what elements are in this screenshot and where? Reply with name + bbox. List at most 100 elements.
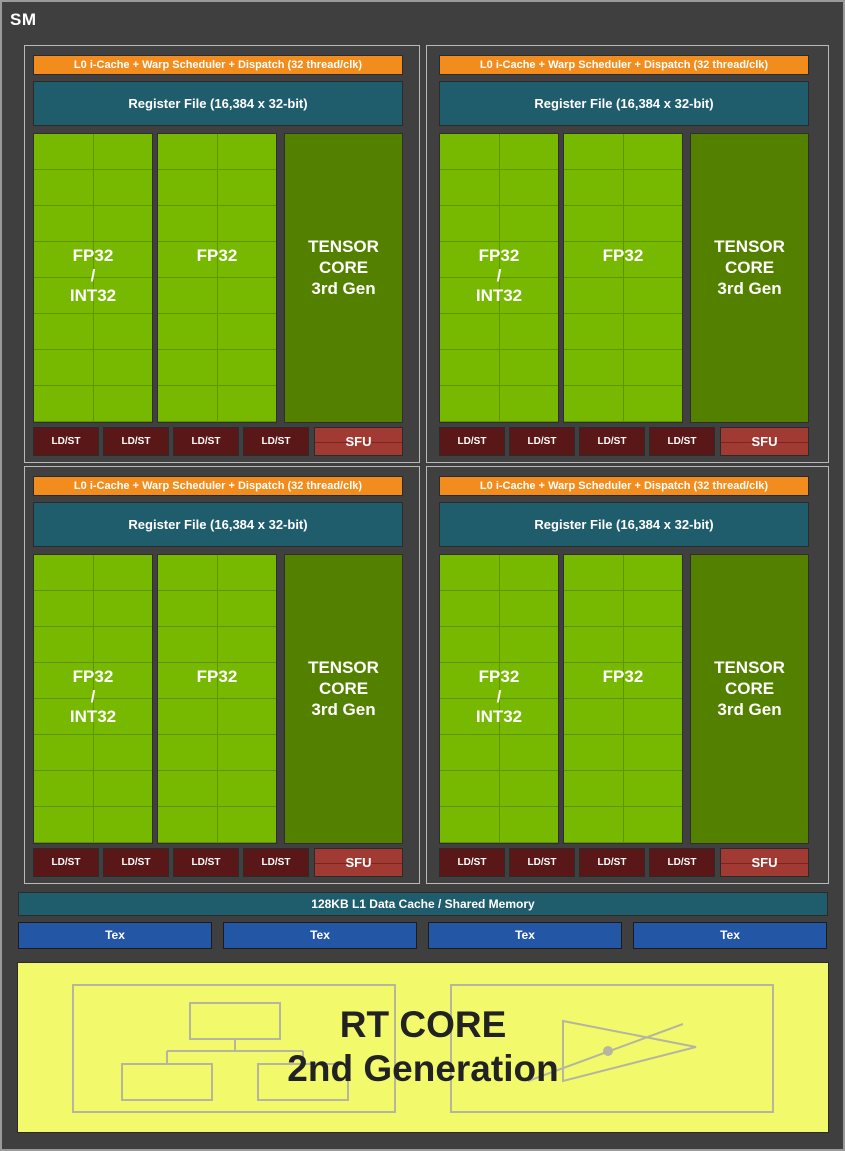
partition-1: L0 i-Cache + Warp Scheduler + Dispatch (…: [426, 45, 829, 463]
tensor-core: TENSOR CORE 3rd Gen: [690, 554, 809, 844]
sfu-unit: SFU: [720, 848, 809, 877]
fp32-int32-unit: FP32 / INT32: [439, 133, 559, 423]
fp32-int32-unit: FP32 / INT32: [33, 133, 153, 423]
fp32-int32-label-line2: /: [90, 687, 96, 706]
sfu-unit: SFU: [314, 427, 403, 456]
tensor-core-label: TENSOR CORE 3rd Gen: [691, 657, 808, 720]
register-file: Register File (16,384 x 32-bit): [33, 81, 403, 126]
tensor-label-line2: CORE: [724, 258, 775, 277]
tex-unit: Tex: [223, 922, 417, 949]
sfu-label: SFU: [345, 434, 372, 449]
fp32-int32-label: FP32 / INT32: [440, 246, 558, 306]
fp32-unit: FP32: [563, 133, 683, 423]
triangle-shape: [562, 1019, 697, 1083]
ldst-unit: LD/ST: [33, 427, 99, 456]
ldst-unit: LD/ST: [103, 848, 169, 877]
tensor-label-line3: 3rd Gen: [311, 700, 376, 719]
sfu-label: SFU: [345, 855, 372, 870]
l0-icache-warp-scheduler: L0 i-Cache + Warp Scheduler + Dispatch (…: [33, 476, 403, 496]
fp32-label: FP32: [196, 667, 238, 686]
fp32-int32-label-line1: FP32: [72, 667, 114, 686]
fp32-int32-label-line2: /: [496, 266, 502, 285]
sfu-unit: SFU: [314, 848, 403, 877]
fp32-int32-unit: FP32 / INT32: [33, 554, 153, 844]
tensor-label-line2: CORE: [724, 679, 775, 698]
register-file: Register File (16,384 x 32-bit): [33, 502, 403, 547]
sfu-unit: SFU: [720, 427, 809, 456]
fp32-int32-label-line2: /: [496, 687, 502, 706]
tensor-label-line1: TENSOR: [714, 658, 785, 677]
tensor-label-line1: TENSOR: [308, 237, 379, 256]
fp32-int32-label-line1: FP32: [478, 246, 520, 265]
fp32-int32-label-line3: INT32: [475, 707, 523, 726]
ray-triangle-panel: [450, 984, 774, 1113]
tensor-label-line1: TENSOR: [714, 237, 785, 256]
rt-core-label-line2: 2nd Generation: [287, 1048, 559, 1089]
register-file: Register File (16,384 x 32-bit): [439, 81, 809, 126]
rt-core-illustration: [72, 984, 774, 1113]
fp32-label: FP32: [602, 667, 644, 686]
tensor-core: TENSOR CORE 3rd Gen: [284, 133, 403, 423]
ldst-unit: LD/ST: [509, 427, 575, 456]
tex-unit: Tex: [18, 922, 212, 949]
sm-title: SM: [10, 10, 37, 29]
tensor-label-line3: 3rd Gen: [717, 700, 782, 719]
ldst-unit: LD/ST: [33, 848, 99, 877]
fp32-int32-label-line3: INT32: [69, 707, 117, 726]
rt-core-label: RT CORE 2nd Generation: [18, 1003, 828, 1091]
fp32-int32-label-line3: INT32: [475, 286, 523, 305]
fp32-unit: FP32: [563, 554, 683, 844]
tensor-core-label: TENSOR CORE 3rd Gen: [285, 657, 402, 720]
ldst-unit: LD/ST: [579, 848, 645, 877]
ldst-unit: LD/ST: [439, 427, 505, 456]
l1-data-cache-shared-memory: 128KB L1 Data Cache / Shared Memory: [18, 892, 828, 916]
fp32-int32-label: FP32 / INT32: [440, 667, 558, 727]
fp32-label: FP32: [602, 246, 644, 265]
ldst-unit: LD/ST: [439, 848, 505, 877]
tensor-label-line3: 3rd Gen: [717, 279, 782, 298]
tensor-core-label: TENSOR CORE 3rd Gen: [691, 236, 808, 299]
fp32-int32-label: FP32 / INT32: [34, 667, 152, 727]
fp32-int32-label-line2: /: [90, 266, 96, 285]
bvh-panel: [72, 984, 396, 1113]
l0-icache-warp-scheduler: L0 i-Cache + Warp Scheduler + Dispatch (…: [33, 55, 403, 75]
tensor-core-label: TENSOR CORE 3rd Gen: [285, 236, 402, 299]
tex-unit: Tex: [428, 922, 622, 949]
ldst-unit: LD/ST: [649, 427, 715, 456]
ldst-unit: LD/ST: [509, 848, 575, 877]
tensor-label-line2: CORE: [318, 679, 369, 698]
tensor-label-line1: TENSOR: [308, 658, 379, 677]
l0-icache-warp-scheduler: L0 i-Cache + Warp Scheduler + Dispatch (…: [439, 55, 809, 75]
partition-2: L0 i-Cache + Warp Scheduler + Dispatch (…: [24, 466, 420, 884]
ldst-unit: LD/ST: [649, 848, 715, 877]
tex-unit: Tex: [633, 922, 827, 949]
fp32-label: FP32: [196, 246, 238, 265]
fp32-int32-label-line3: INT32: [69, 286, 117, 305]
ldst-unit: LD/ST: [579, 427, 645, 456]
fp32-unit: FP32: [157, 133, 277, 423]
ldst-unit: LD/ST: [173, 848, 239, 877]
tensor-core: TENSOR CORE 3rd Gen: [284, 554, 403, 844]
fp32-int32-label-line1: FP32: [72, 246, 114, 265]
tensor-label-line2: CORE: [318, 258, 369, 277]
fp32-int32-label: FP32 / INT32: [34, 246, 152, 306]
rt-core: RT CORE 2nd Generation: [17, 962, 829, 1133]
partition-3: L0 i-Cache + Warp Scheduler + Dispatch (…: [426, 466, 829, 884]
ldst-unit: LD/ST: [173, 427, 239, 456]
rt-core-label-line1: RT CORE: [339, 1004, 507, 1045]
register-file: Register File (16,384 x 32-bit): [439, 502, 809, 547]
ldst-unit: LD/ST: [103, 427, 169, 456]
fp32-unit: FP32: [157, 554, 277, 844]
tensor-label-line3: 3rd Gen: [311, 279, 376, 298]
ldst-unit: LD/ST: [243, 848, 309, 877]
sfu-label: SFU: [751, 855, 778, 870]
intersection-point: [603, 1046, 613, 1056]
l0-icache-warp-scheduler: L0 i-Cache + Warp Scheduler + Dispatch (…: [439, 476, 809, 496]
fp32-int32-unit: FP32 / INT32: [439, 554, 559, 844]
partition-0: L0 i-Cache + Warp Scheduler + Dispatch (…: [24, 45, 420, 463]
tensor-core: TENSOR CORE 3rd Gen: [690, 133, 809, 423]
ldst-unit: LD/ST: [243, 427, 309, 456]
sfu-label: SFU: [751, 434, 778, 449]
fp32-int32-label-line1: FP32: [478, 667, 520, 686]
